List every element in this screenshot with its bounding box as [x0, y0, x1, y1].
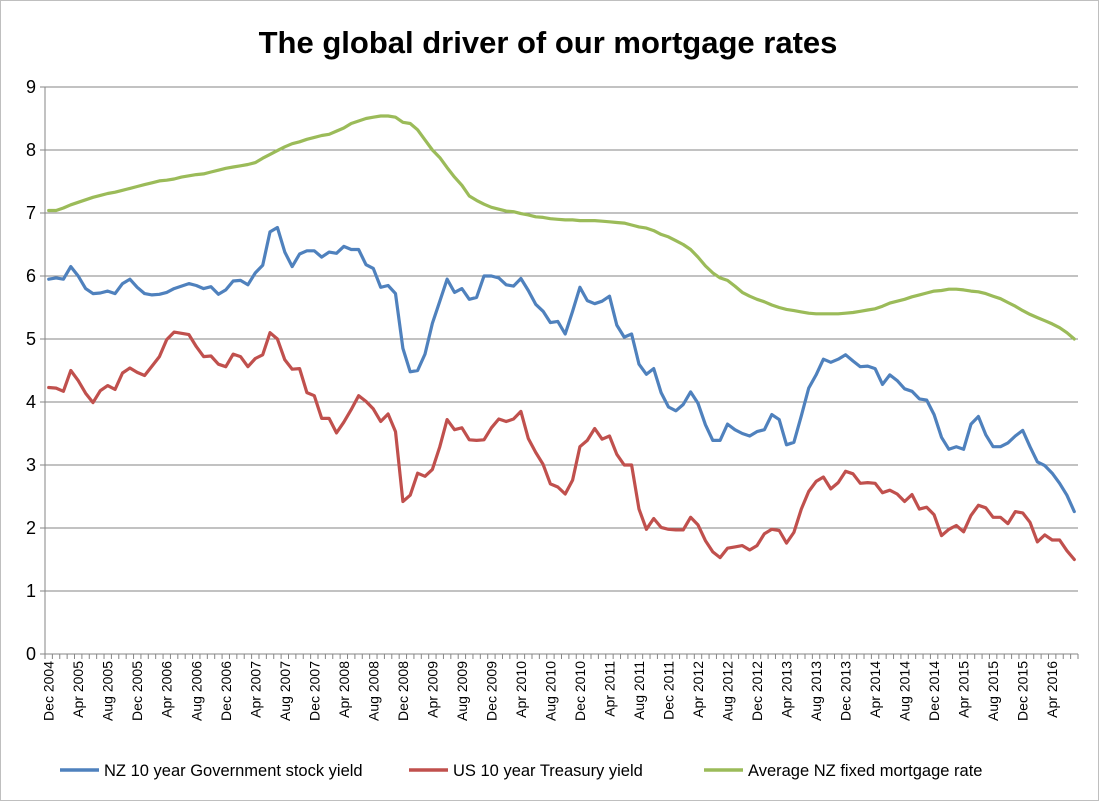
x-tick-labels: Dec 2004 Apr 2005 Aug 2005 Dec 2005 Apr 2006… — [41, 661, 1060, 721]
x-tick-label: Apr 2012 — [690, 661, 706, 718]
x-tick-label: Aug 2011 — [631, 661, 647, 720]
x-tick-label: Dec 2010 — [572, 661, 588, 721]
x-tick-label: Aug 2015 — [985, 661, 1001, 721]
series-line-nz-yield — [47, 225, 1076, 514]
x-tick-label: Aug 2013 — [808, 661, 824, 721]
x-tick-label: Apr 2007 — [247, 661, 263, 718]
y-tick-label: 6 — [26, 266, 36, 286]
x-tick-label: Apr 2005 — [70, 661, 86, 718]
y-tick-label: 1 — [26, 581, 36, 601]
gridlines — [40, 86, 1078, 655]
x-tick-label: Dec 2006 — [218, 661, 234, 721]
y-tick-label: 7 — [26, 203, 36, 223]
x-tick-label: Apr 2010 — [513, 661, 529, 718]
x-tick-label: Dec 2004 — [41, 661, 57, 721]
x-tick-label: Dec 2008 — [395, 661, 411, 721]
y-tick-label: 2 — [26, 518, 36, 538]
x-tick-label: Dec 2009 — [483, 661, 499, 721]
x-tick-label: Aug 2007 — [277, 661, 293, 721]
x-tick-label: Dec 2015 — [1015, 661, 1031, 721]
x-tick-label: Apr 2016 — [1044, 661, 1060, 718]
x-tick-label: Dec 2014 — [926, 661, 942, 721]
x-tick-label: Aug 2006 — [188, 661, 204, 721]
x-tick-label: Apr 2011 — [601, 661, 617, 717]
y-tick-label: 3 — [26, 455, 36, 475]
y-tick-label: 8 — [26, 140, 36, 160]
x-tick-label: Apr 2013 — [779, 661, 795, 718]
x-tick-label: Aug 2010 — [542, 661, 558, 721]
y-tick-label: 9 — [26, 77, 36, 97]
y-tick-label: 0 — [26, 644, 36, 664]
series-line-mortgage-rate — [47, 114, 1076, 341]
x-tick-label: Dec 2013 — [838, 661, 854, 721]
x-tick-label: Aug 2009 — [454, 661, 470, 721]
x-tick-label: Apr 2009 — [424, 661, 440, 718]
legend: NZ 10 year Government stock yield US 10 … — [60, 762, 982, 780]
x-tick-label: Dec 2007 — [306, 661, 322, 721]
y-tick-labels: 0 1 2 3 4 5 6 7 8 9 — [26, 77, 36, 664]
legend-label-nz-yield: NZ 10 year Government stock yield — [104, 762, 363, 780]
chart-title: The global driver of our mortgage rates — [259, 25, 838, 60]
legend-label-us-yield: US 10 year Treasury yield — [453, 762, 643, 780]
x-tick-label: Dec 2012 — [749, 661, 765, 721]
x-tick-label: Aug 2014 — [897, 661, 913, 721]
x-tick-label: Apr 2006 — [159, 661, 175, 718]
x-tick-label: Aug 2012 — [720, 661, 736, 721]
series-line-us-yield — [47, 330, 1076, 562]
x-tick-label: Apr 2008 — [336, 661, 352, 718]
x-tick-label: Dec 2005 — [129, 661, 145, 721]
legend-label-mortgage-rate: Average NZ fixed mortgage rate — [748, 762, 982, 780]
x-tick-label: Apr 2014 — [867, 661, 883, 718]
series-lines — [47, 114, 1076, 562]
y-tick-label: 5 — [26, 329, 36, 349]
x-tick-label: Aug 2005 — [100, 661, 116, 721]
x-tick-label: Apr 2015 — [956, 661, 972, 718]
x-tick-label: Aug 2008 — [365, 661, 381, 721]
y-tick-label: 4 — [26, 392, 36, 412]
axes — [44, 87, 1079, 659]
x-tick-label: Dec 2011 — [660, 661, 676, 720]
